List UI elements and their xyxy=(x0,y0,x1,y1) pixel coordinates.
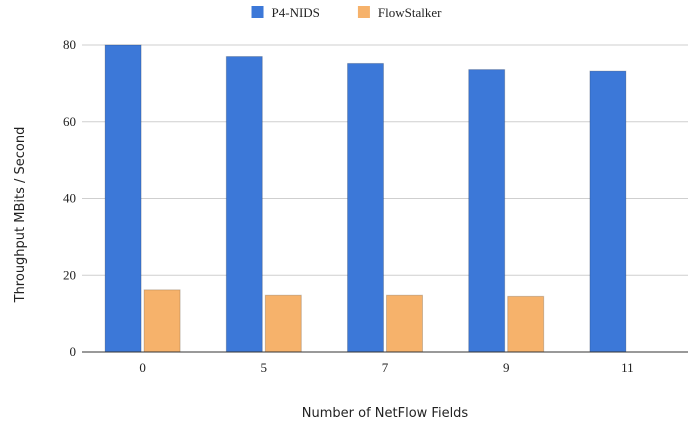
legend-swatch-p4-nids xyxy=(251,6,264,18)
x-tick-label: 5 xyxy=(261,360,268,375)
y-tick-label: 40 xyxy=(63,191,76,206)
x-axis-ticks: 0 5 7 9 11 xyxy=(139,360,633,375)
bar-flowstalker-7 xyxy=(386,294,423,353)
bar-p4-nids-0 xyxy=(104,44,142,353)
y-tick-label: 0 xyxy=(70,344,77,359)
y-tick-label: 80 xyxy=(63,37,76,52)
bar-p4-nids-5 xyxy=(225,56,263,353)
legend: P4-NIDS FlowStalker xyxy=(251,5,442,20)
bar-p4-nids-7 xyxy=(347,62,384,353)
bar-p4-nids-9 xyxy=(468,69,506,353)
x-axis-title: Number of NetFlow Fields xyxy=(302,406,469,421)
y-axis-ticks: 0 20 40 60 80 xyxy=(63,37,76,359)
y-tick-label: 20 xyxy=(63,267,76,282)
legend-label-flowstalker: FlowStalker xyxy=(378,5,442,20)
bars xyxy=(104,44,627,353)
bar-flowstalker-9 xyxy=(507,295,545,353)
x-tick-label: 0 xyxy=(139,360,146,375)
bar-p4-nids-11 xyxy=(589,70,627,353)
bar-flowstalker-0 xyxy=(143,289,181,353)
x-tick-label: 7 xyxy=(382,360,389,375)
y-axis-title: Throughput MBits / Second xyxy=(13,127,28,304)
gridlines xyxy=(82,44,688,276)
legend-swatch-flowstalker xyxy=(357,6,370,18)
x-tick-label: 9 xyxy=(503,360,510,375)
legend-label-p4-nids: P4-NIDS xyxy=(272,5,320,20)
y-tick-label: 60 xyxy=(63,114,76,129)
x-tick-label: 11 xyxy=(621,360,634,375)
bar-flowstalker-5 xyxy=(264,294,302,353)
